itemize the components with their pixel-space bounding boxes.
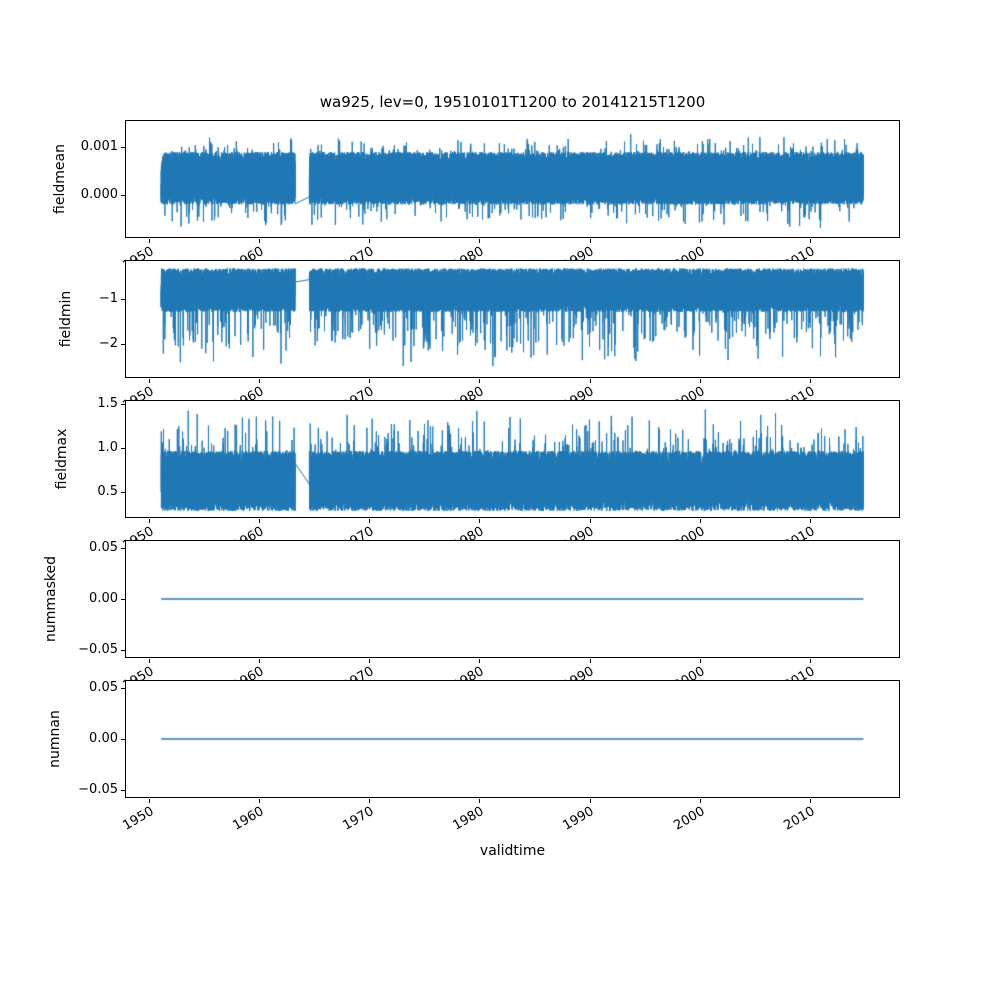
x-tick-mark [809,659,811,663]
x-tick-mark [699,239,701,243]
x-tick-mark [699,659,701,663]
x-tick-mark [259,519,261,523]
x-tick-mark [259,799,261,803]
y-tick-mark [121,299,125,301]
y-tick-label: −1 [98,291,118,307]
x-tick-mark [589,379,591,383]
axes-numnan [125,680,900,798]
x-tick-mark [149,239,151,243]
x-tick-mark [369,239,371,243]
y-tick-mark [121,195,125,197]
x-tick-mark [369,799,371,803]
x-tick-mark [149,799,151,803]
x-tick-mark [369,519,371,523]
y-tick-mark [121,404,125,406]
x-tick-mark [259,239,261,243]
x-tick-mark [479,799,481,803]
y-tick-label: 0.000 [80,187,118,203]
y-axis-label-fieldmean: fieldmean [52,144,68,214]
x-tick-mark [809,519,811,523]
y-tick-mark [121,649,125,651]
y-tick-mark [121,688,125,690]
chart-title: wa925, lev=0, 19510101T1200 to 20141215T… [319,93,706,111]
x-tick-mark [699,519,701,523]
y-tick-label: 0.00 [89,591,118,606]
x-tick-mark [479,519,481,523]
fieldmax-plot-canvas [126,401,899,517]
x-tick-mark [149,379,151,383]
y-tick-label: 0.5 [97,483,118,499]
x-tick-mark [369,659,371,663]
y-tick-mark [121,789,125,791]
x-tick-mark [479,659,481,663]
x-tick-mark [809,239,811,243]
x-tick-mark [589,519,591,523]
x-tick-mark [699,799,701,803]
y-tick-mark [121,448,125,450]
axes-fieldmin [125,260,900,378]
y-tick-mark [121,343,125,345]
y-tick-mark [121,599,125,600]
y-tick-label: −2 [98,335,118,351]
x-axis-label: validtime [479,843,546,859]
fieldmean-plot-canvas [126,121,899,237]
axes-fieldmean [125,120,900,238]
y-axis-label-fieldmax: fieldmax [54,428,70,490]
x-tick-mark [369,379,371,383]
x-tick-mark [589,659,591,663]
y-tick-mark [121,739,125,740]
y-tick-mark [121,491,125,493]
x-tick-mark [479,379,481,383]
x-tick-mark [479,239,481,243]
axes-nummasked [125,540,900,658]
y-tick-label: 0.05 [89,680,118,696]
y-tick-label: 0.001 [80,138,118,154]
y-tick-label: 1.0 [97,440,118,456]
y-tick-label: −0.05 [78,641,118,657]
x-tick-mark [149,519,151,523]
x-tick-mark [259,379,261,383]
y-tick-label: −0.05 [78,781,118,797]
numnan-plot-canvas [126,681,899,797]
x-tick-mark [809,379,811,383]
y-tick-mark [121,548,125,550]
y-tick-label: 0.05 [89,540,118,556]
x-tick-mark [809,799,811,803]
x-tick-mark [699,379,701,383]
y-tick-mark [121,146,125,148]
fieldmin-plot-canvas [126,261,899,377]
y-tick-label: 1.5 [97,396,118,412]
axes-fieldmax [125,400,900,518]
nummasked-plot-canvas [126,541,899,657]
x-tick-mark [589,239,591,243]
x-tick-mark [589,799,591,803]
y-tick-label: 0.00 [89,731,118,746]
x-tick-mark [149,659,151,663]
x-tick-mark [259,659,261,663]
